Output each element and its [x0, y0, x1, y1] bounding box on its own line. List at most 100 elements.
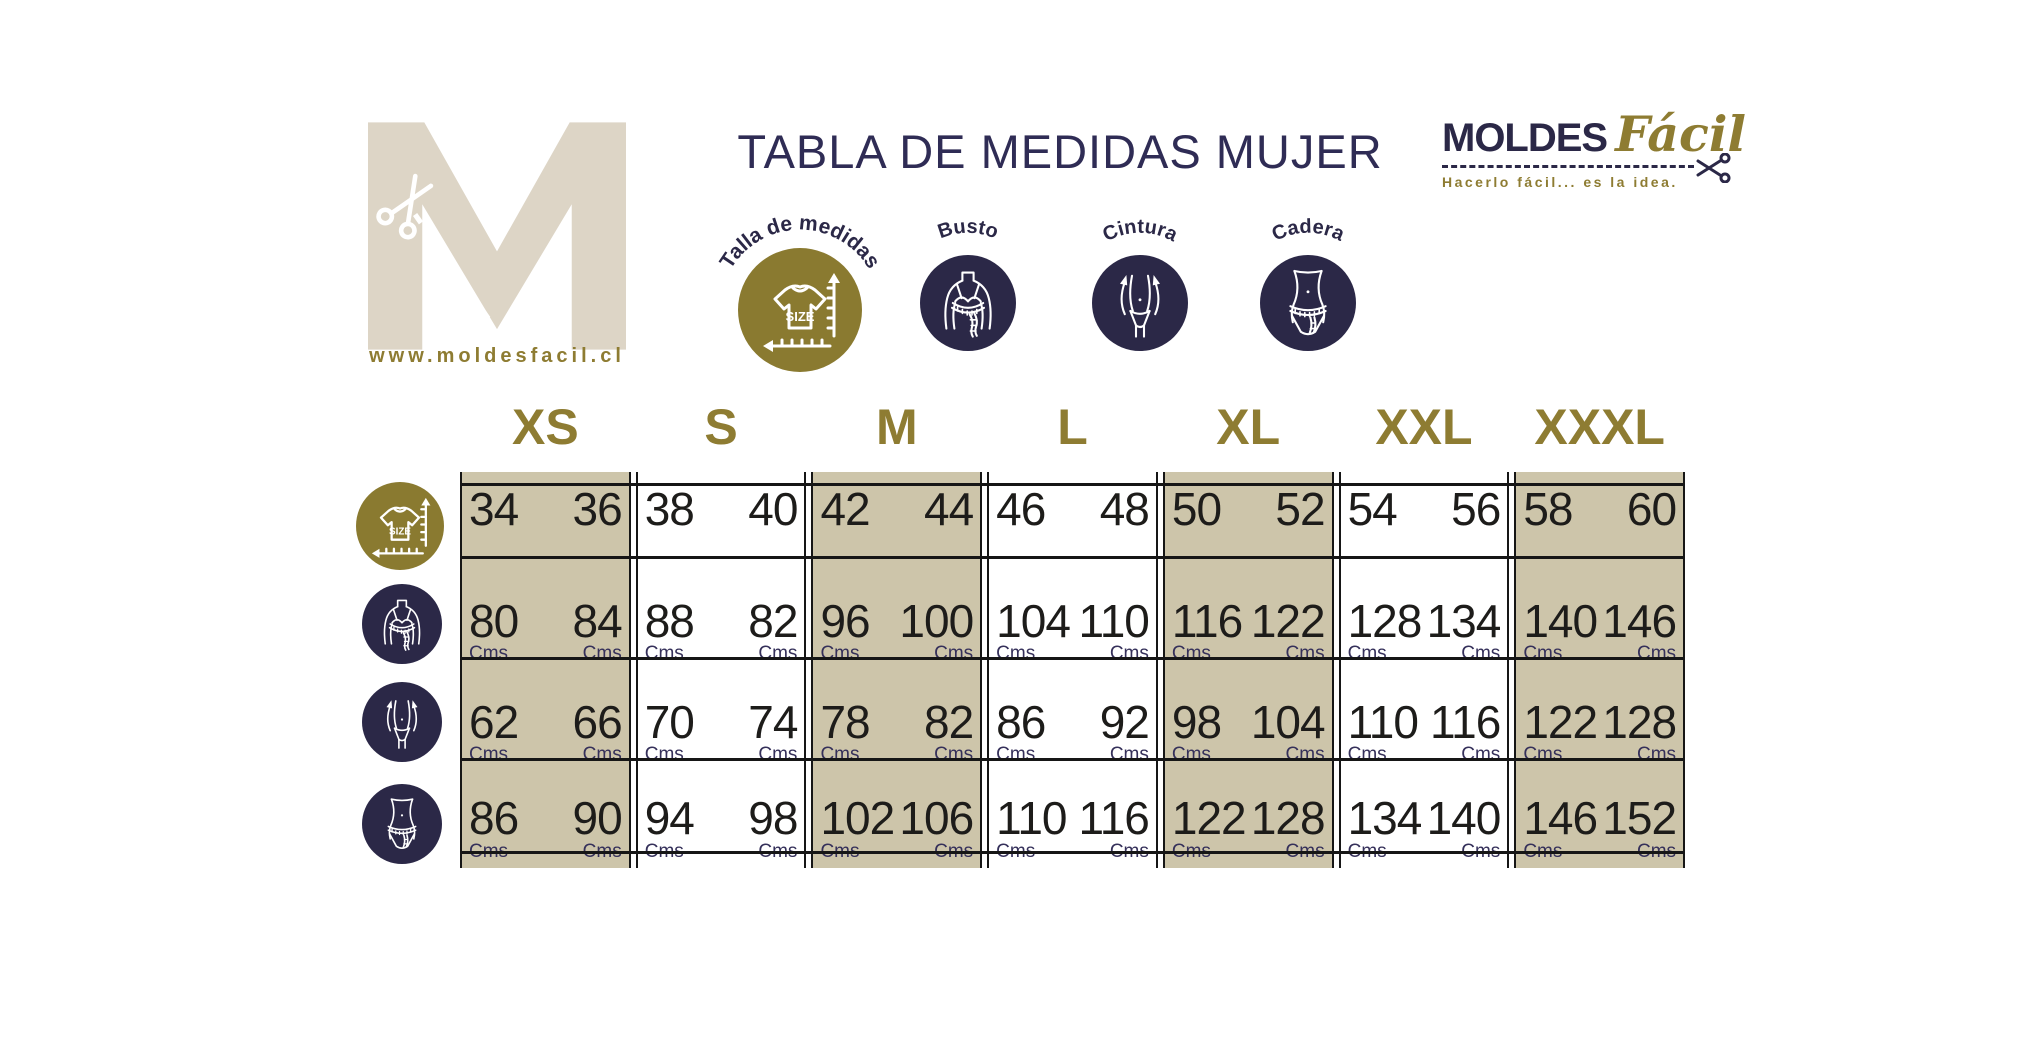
measure-stack: 102Cms [820, 792, 895, 861]
cintura-value: 70 [644, 695, 695, 748]
talla-cell-xs: 34 36 [462, 472, 629, 567]
talla-value: 54 [1347, 483, 1398, 535]
cadera-value: 98 [748, 792, 798, 845]
cadera-value: 90 [572, 792, 623, 845]
bust-icon [920, 255, 1016, 351]
talla-value: 42 [820, 483, 870, 535]
cadera-value: 146 [1523, 792, 1598, 845]
cadera-value: 94 [644, 792, 695, 845]
letter-m-shape [368, 122, 626, 350]
website-url: www.moldesfacil.cl [369, 345, 625, 367]
row-icon-cintura [362, 682, 442, 762]
cintura-cell-m: 78 Cms 82 Cms [813, 668, 980, 769]
cadera-value: 102 [820, 792, 895, 845]
size-header-xs: XS [512, 399, 579, 455]
cintura-value: 62 [469, 695, 519, 748]
legend-size-ruler: Talla de medidas [715, 211, 885, 372]
measure-stack: 82 Cms [924, 699, 974, 765]
cadera-value: 134 [1347, 792, 1423, 845]
talla-value: 38 [644, 483, 695, 535]
row-icon-busto [362, 584, 442, 664]
brand-logo: MOLDES Fácil Hacerlo fácil... es la idea… [1442, 109, 1746, 190]
cintura-value: 122 [1523, 695, 1598, 748]
measure-stack: 82 Cms [748, 594, 798, 663]
row-icon-cadera [362, 784, 442, 864]
cintura-value: 104 [1250, 695, 1326, 748]
cintura-value: 110 [1347, 695, 1419, 748]
talla-value: 48 [1099, 483, 1150, 535]
measure-stack: 46 [996, 486, 1046, 532]
measure-stack: 40 [748, 483, 798, 535]
measure-stack: 62 Cms [469, 695, 519, 765]
dashed-cut-line [1442, 153, 1731, 183]
measure-stack: 96 Cms [820, 597, 870, 663]
legend-bust: Busto [920, 216, 1016, 351]
cadera-value: 86 [469, 792, 519, 845]
measure-stack: 90Cms [572, 792, 623, 861]
size-header-s: S [704, 399, 738, 455]
cadera-value: 128 [1250, 792, 1326, 845]
talla-value: 36 [572, 483, 623, 535]
measure-stack: 58 [1523, 486, 1573, 532]
busto-value: 80 [469, 594, 519, 647]
busto-value: 82 [748, 594, 798, 647]
size-header-xl: XL [1216, 399, 1281, 455]
page-title: TABLA DE MEDIDAS MUJER [737, 125, 1383, 178]
cadera-value: 106 [899, 792, 974, 845]
measure-stack: 52 [1275, 486, 1325, 532]
busto-value: 110 [1078, 594, 1150, 647]
cintura-value: 86 [996, 695, 1046, 748]
measure-stack: 80 Cms [469, 594, 519, 663]
cintura-value: 92 [1099, 695, 1150, 748]
measure-stack: 56 [1451, 486, 1501, 532]
busto-value: 122 [1250, 594, 1326, 647]
measure-stack: 50 [1172, 486, 1222, 532]
cintura-value: 128 [1602, 695, 1677, 748]
hip-icon [1260, 255, 1356, 351]
talla-value: 40 [748, 483, 798, 535]
busto-cell-m: 96 Cms 100 Cms [813, 567, 980, 668]
legend-label-cadera: Cadera [1269, 216, 1349, 246]
cadera-value: 122 [1171, 792, 1247, 845]
busto-cell-xxl: 128 Cms 134 Cms [1341, 567, 1508, 668]
cadera-value: 116 [1078, 792, 1150, 845]
busto-value: 104 [996, 594, 1071, 647]
size-header-xxxl: XXXL [1534, 399, 1665, 455]
measure-stack: 104 Cms [996, 594, 1071, 663]
svg-text:Busto: Busto [935, 216, 1001, 244]
legend-hip: Cadera [1260, 216, 1356, 351]
table-line [460, 851, 1685, 854]
talla-value: 60 [1626, 483, 1677, 535]
legend-label-busto: Busto [935, 216, 1001, 244]
cintura-cell-xxl: 110 Cms 116 Cms [1341, 668, 1508, 769]
cadera-value: 110 [996, 792, 1067, 845]
bust-icon [362, 584, 442, 664]
measure-stack: 104 Cms [1250, 695, 1326, 765]
talla-cell-m: 42 44 [813, 472, 980, 567]
talla-value: 34 [469, 483, 519, 535]
measure-stack: 60 [1626, 483, 1677, 535]
cadera-cell-m: 102Cms106Cms [813, 770, 980, 868]
measure-stack: 70 Cms [644, 695, 695, 765]
busto-cell-l: 104 Cms 110 Cms [989, 567, 1156, 668]
svg-text:Cintura: Cintura [1099, 216, 1181, 247]
measure-stack: 42 [820, 483, 870, 535]
table-line [460, 483, 1685, 486]
size-column-xl: 5052116Cms122Cms98Cms104Cms122Cms128Cms [1162, 472, 1334, 868]
cintura-cell-xl: 98 Cms 104 Cms [1165, 668, 1332, 769]
cadera-value: 152 [1602, 792, 1677, 845]
measure-stack: 78 Cms [820, 699, 870, 765]
size-header-xxl: XXL [1375, 399, 1473, 455]
